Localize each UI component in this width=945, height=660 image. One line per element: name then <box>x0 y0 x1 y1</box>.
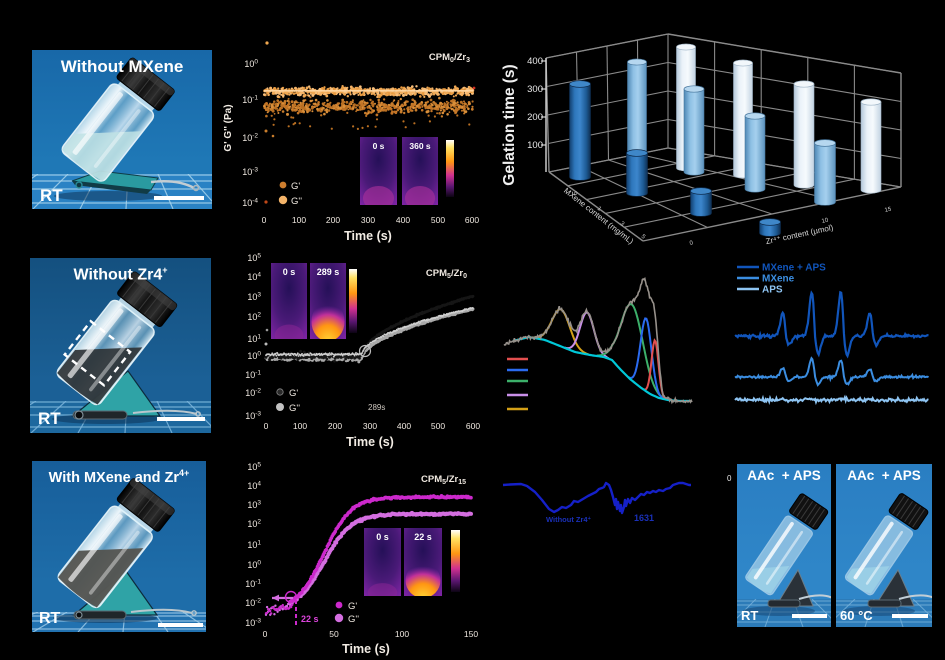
svg-text:G'': G'' <box>291 196 302 207</box>
svg-text:CPM5/Zr0: CPM5/Zr0 <box>426 268 467 280</box>
svg-text:101: 101 <box>247 540 261 551</box>
svg-text:10-2: 10-2 <box>242 133 258 144</box>
svg-text:400: 400 <box>397 421 411 431</box>
svg-text:105: 105 <box>247 462 261 473</box>
svg-text:10: 10 <box>821 218 829 225</box>
svg-text:10-3: 10-3 <box>245 618 261 629</box>
svg-text:0: 0 <box>263 629 268 639</box>
svg-text:G'': G'' <box>348 614 359 625</box>
svg-text:22 s: 22 s <box>301 614 319 624</box>
svg-text:103: 103 <box>247 500 261 511</box>
svg-text:101: 101 <box>247 334 261 345</box>
svg-text:102: 102 <box>247 312 261 323</box>
svg-text:G': G' <box>291 181 300 192</box>
svg-text:CPM0/Zr3: CPM0/Zr3 <box>429 52 470 64</box>
svg-text:150: 150 <box>464 629 478 639</box>
svg-text:10-2: 10-2 <box>245 388 261 399</box>
svg-text:10-3: 10-3 <box>242 167 258 178</box>
svg-text:100: 100 <box>527 140 543 151</box>
svg-text:100: 100 <box>395 629 409 639</box>
svg-text:APS: APS <box>762 285 783 296</box>
svg-text:200: 200 <box>326 215 340 225</box>
svg-text:10-1: 10-1 <box>242 95 258 106</box>
svg-text:0: 0 <box>689 240 694 247</box>
svg-text:5: 5 <box>640 234 647 241</box>
svg-text:10-1: 10-1 <box>245 370 261 381</box>
svg-text:CPM5/Zr15: CPM5/Zr15 <box>421 474 466 486</box>
svg-text:600: 600 <box>466 421 480 431</box>
svg-text:Time (s): Time (s) <box>346 435 394 449</box>
svg-text:200: 200 <box>328 421 342 431</box>
svg-text:15: 15 <box>884 207 892 214</box>
svg-text:Time (s): Time (s) <box>344 229 392 243</box>
svg-text:0: 0 <box>264 421 269 431</box>
svg-text:0: 0 <box>262 215 267 225</box>
svg-text:100: 100 <box>244 59 258 70</box>
svg-text:10-3: 10-3 <box>245 411 261 422</box>
svg-text:400: 400 <box>527 56 543 67</box>
svg-text:500: 500 <box>431 421 445 431</box>
svg-text:10-1: 10-1 <box>245 579 261 590</box>
svg-text:G'': G'' <box>289 403 300 414</box>
svg-text:50: 50 <box>329 629 339 639</box>
svg-text:Without Zr4+: Without Zr4+ <box>546 515 591 524</box>
svg-text:10-4: 10-4 <box>242 198 258 209</box>
svg-text:G': G' <box>348 601 357 612</box>
svg-text:MXene + APS: MXene + APS <box>762 263 826 274</box>
svg-text:105: 105 <box>247 253 261 264</box>
svg-text:MXene: MXene <box>762 274 795 285</box>
svg-text:300: 300 <box>527 84 543 95</box>
svg-text:400: 400 <box>396 215 410 225</box>
svg-text:500: 500 <box>431 215 445 225</box>
svg-text:100: 100 <box>292 215 306 225</box>
svg-text:0: 0 <box>572 191 579 198</box>
svg-text:100: 100 <box>247 560 261 571</box>
svg-text:Time (s): Time (s) <box>342 642 390 656</box>
svg-text:300: 300 <box>361 215 375 225</box>
svg-text:600: 600 <box>465 215 479 225</box>
svg-text:102: 102 <box>247 519 261 530</box>
svg-text:289s: 289s <box>368 403 385 412</box>
svg-text:Gelation time (s): Gelation time (s) <box>501 64 518 185</box>
svg-text:103: 103 <box>247 292 261 303</box>
svg-text:104: 104 <box>247 272 261 283</box>
svg-text:3: 3 <box>619 221 626 228</box>
svg-text:300: 300 <box>363 421 377 431</box>
svg-text:G' G'' (Pa): G' G'' (Pa) <box>223 104 234 151</box>
svg-text:1631: 1631 <box>634 513 654 523</box>
svg-text:10-2: 10-2 <box>245 598 261 609</box>
svg-text:1: 1 <box>596 206 603 213</box>
svg-text:104: 104 <box>247 481 261 492</box>
svg-text:100: 100 <box>293 421 307 431</box>
svg-text:100: 100 <box>247 351 261 362</box>
svg-text:G': G' <box>289 388 298 399</box>
svg-text:200: 200 <box>527 112 543 123</box>
